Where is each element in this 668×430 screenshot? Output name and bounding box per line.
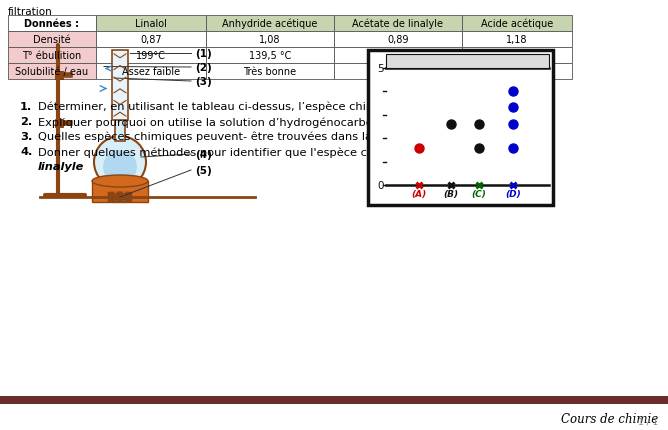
Text: linalyle: linalyle bbox=[38, 162, 84, 172]
Circle shape bbox=[94, 137, 146, 189]
Text: (1): (1) bbox=[195, 49, 212, 59]
Bar bbox=[8, 32, 96, 48]
Text: (2): (2) bbox=[195, 63, 212, 73]
Text: (5): (5) bbox=[195, 166, 212, 175]
Text: (D): (D) bbox=[505, 190, 521, 199]
Bar bbox=[462, 64, 572, 80]
Text: 220°C: 220°C bbox=[383, 51, 413, 61]
Bar bbox=[462, 32, 572, 48]
Bar bbox=[334, 16, 462, 32]
Bar bbox=[334, 32, 462, 48]
Text: (4): (4) bbox=[195, 150, 212, 160]
Bar bbox=[55, 120, 63, 128]
Ellipse shape bbox=[92, 175, 148, 187]
Bar bbox=[55, 72, 63, 80]
Text: Anhydride acétique: Anhydride acétique bbox=[222, 19, 318, 29]
Text: 0: 0 bbox=[377, 181, 384, 190]
Text: Linalol: Linalol bbox=[135, 19, 167, 29]
Text: T° ébullition: T° ébullition bbox=[22, 51, 81, 61]
Text: 1,18: 1,18 bbox=[506, 35, 528, 45]
Bar bbox=[0, 396, 668, 404]
Text: 0,87: 0,87 bbox=[140, 35, 162, 45]
Text: Très bonne: Très bonne bbox=[490, 67, 544, 77]
Bar bbox=[368, 51, 553, 206]
Text: (C): (C) bbox=[472, 190, 486, 199]
Text: 1,08: 1,08 bbox=[259, 35, 281, 45]
Text: 5: 5 bbox=[377, 64, 384, 74]
Text: Quelles espèces chimiques peuvent- être trouvées dans la phase organique finale : Quelles espèces chimiques peuvent- être … bbox=[38, 132, 516, 142]
Text: Données :: Données : bbox=[25, 19, 79, 29]
Bar bbox=[206, 32, 334, 48]
Text: 0,89: 0,89 bbox=[387, 35, 409, 45]
Text: Très bonne: Très bonne bbox=[243, 67, 297, 77]
Bar bbox=[206, 16, 334, 32]
Text: 139,5 °C: 139,5 °C bbox=[248, 51, 291, 61]
Text: filtration: filtration bbox=[8, 7, 53, 17]
Bar bbox=[386, 55, 549, 69]
Text: 1 / 1: 1 / 1 bbox=[638, 417, 658, 426]
Text: 199°C: 199°C bbox=[136, 51, 166, 61]
Bar bbox=[96, 16, 206, 32]
Text: Expliquer pourquoi on utilise la solution d’hydrogénocarbonate de sodium ?: Expliquer pourquoi on utilise la solutio… bbox=[38, 117, 471, 127]
Text: Déterminer, en utilisant le tableau ci-dessus, l’espèce chimique qui est soluble: Déterminer, en utilisant le tableau ci-d… bbox=[38, 102, 551, 112]
Text: Très faible: Très faible bbox=[373, 67, 423, 77]
Text: 4.: 4. bbox=[20, 147, 32, 157]
Bar bbox=[462, 48, 572, 64]
Text: Cours de chimie: Cours de chimie bbox=[560, 412, 658, 425]
Text: Densité: Densité bbox=[33, 35, 71, 45]
Text: 85°C: 85°C bbox=[505, 51, 529, 61]
Bar bbox=[462, 16, 572, 32]
Bar bbox=[96, 32, 206, 48]
Bar bbox=[8, 64, 96, 80]
Text: 3.: 3. bbox=[20, 132, 32, 141]
Bar bbox=[112, 51, 128, 121]
Text: 2.: 2. bbox=[20, 117, 32, 127]
Bar bbox=[96, 48, 206, 64]
Text: Assez faible: Assez faible bbox=[122, 67, 180, 77]
Bar bbox=[115, 119, 125, 141]
Text: Acide acétique: Acide acétique bbox=[481, 19, 553, 29]
Text: (3): (3) bbox=[195, 77, 212, 87]
Bar bbox=[8, 48, 96, 64]
Text: (B): (B) bbox=[444, 190, 459, 199]
Text: Donner quelques méthodes pour identifier que l'espèce chimique synthétisée est: Donner quelques méthodes pour identifier… bbox=[38, 147, 508, 157]
Bar bbox=[92, 181, 148, 203]
Bar bbox=[334, 48, 462, 64]
Text: l’acétate de: l’acétate de bbox=[397, 147, 474, 157]
Bar bbox=[334, 64, 462, 80]
Circle shape bbox=[103, 151, 137, 184]
Text: 1.: 1. bbox=[20, 102, 32, 112]
Text: Acétate de linalyle: Acétate de linalyle bbox=[353, 19, 444, 29]
Bar bbox=[206, 48, 334, 64]
Bar bbox=[8, 16, 96, 32]
Text: (A): (A) bbox=[411, 190, 426, 199]
Bar bbox=[96, 64, 206, 80]
Bar bbox=[206, 64, 334, 80]
Text: Solubilité / eau: Solubilité / eau bbox=[15, 67, 89, 77]
